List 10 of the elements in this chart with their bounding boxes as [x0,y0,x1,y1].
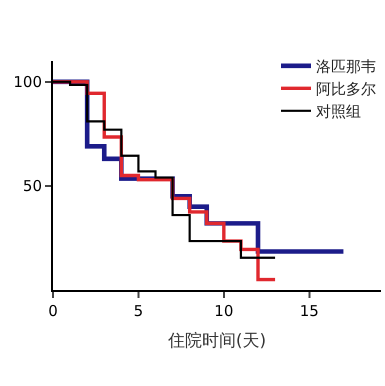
x-tick-label: 5 [134,302,144,320]
y-tick-label: 50 [22,177,42,196]
legend-label: 对照组 [316,102,361,121]
legend-label: 阿比多尔 [316,80,376,98]
x-tick-label: 15 [300,302,319,320]
x-tick-label: 0 [48,302,58,320]
legend-label: 洛匹那韦 [316,58,376,76]
x-tick-label: 10 [214,302,234,320]
x-axis-title: 住院时间(天) [166,330,266,351]
y-tick-label: 100 [13,73,42,92]
